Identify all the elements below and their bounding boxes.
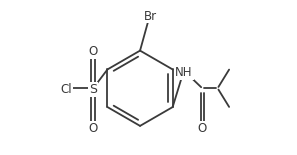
Text: S: S [89,83,97,96]
Text: O: O [89,45,98,58]
Text: Br: Br [143,9,157,22]
Text: O: O [198,122,207,135]
Text: NH: NH [175,66,192,79]
Text: O: O [89,122,98,135]
Text: Cl: Cl [61,83,72,96]
